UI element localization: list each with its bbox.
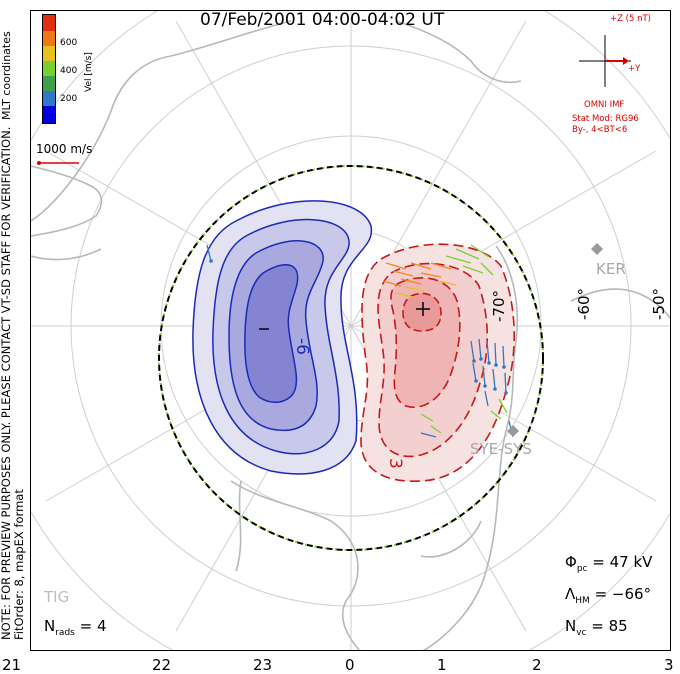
mlt-tick: 0 — [345, 656, 355, 674]
vector-count: Nvc = 85 — [565, 617, 628, 638]
velocity-vectors — [206, 244, 514, 438]
hm-latitude: ΛHM = −66° — [565, 585, 652, 606]
station-label: KER — [596, 260, 626, 278]
latitude-label: -70° — [490, 290, 508, 322]
negative-potential-cell — [192, 200, 373, 475]
positive-potential-cell — [360, 243, 516, 482]
velocity-colorbar — [42, 14, 56, 124]
latitude-label: -50° — [650, 288, 668, 320]
latitude-label: -60° — [575, 288, 593, 320]
radar-count: Nrads = 4 — [44, 617, 107, 638]
coastline — [31, 20, 670, 650]
contour-label: 3 — [385, 458, 405, 469]
imf-scale: +Z (5 nT) — [610, 14, 651, 24]
polar-plot-frame — [30, 10, 671, 651]
colorbar-label: Vel [m/s] — [84, 52, 94, 92]
imf-condition: By-, 4<BT<6 — [572, 125, 628, 135]
colorbar-tick: 400 — [60, 66, 78, 76]
polar-map — [31, 11, 670, 650]
cross-polar-potential: Φpc = 47 kV — [565, 553, 653, 574]
contour-label: -6 — [292, 338, 312, 355]
fit-order-line: FitOrder: 8, mapEX format — [12, 489, 26, 640]
colorbar-tick: 600 — [60, 38, 78, 48]
mlt-tick: 22 — [152, 656, 172, 674]
map-title: 07/Feb/2001 04:00-04:02 UT — [200, 10, 445, 30]
hm-boundary — [158, 165, 544, 551]
station-label: SYE-SYS — [470, 440, 532, 458]
colorbar-tick: 200 — [60, 94, 78, 104]
mlt-tick: 1 — [437, 656, 447, 674]
mlt-tick: 21 — [2, 656, 22, 674]
preview-note: NOTE: FOR PREVIEW PURPOSES ONLY. PLEASE … — [0, 0, 30, 640]
station-markers — [507, 243, 603, 437]
imf-dial — [579, 35, 631, 87]
station-label: TIG — [44, 588, 70, 606]
mlt-tick: 2 — [532, 656, 542, 674]
mlt-tick: 23 — [253, 656, 273, 674]
imf-y-label: +Y — [628, 64, 641, 74]
mlt-tick: 3 — [664, 656, 674, 674]
imf-model: Stat Mod: RG96 — [572, 114, 639, 124]
vector-scale-label: 1000 m/s — [36, 142, 93, 156]
imf-source: OMNI IMF — [584, 100, 625, 110]
